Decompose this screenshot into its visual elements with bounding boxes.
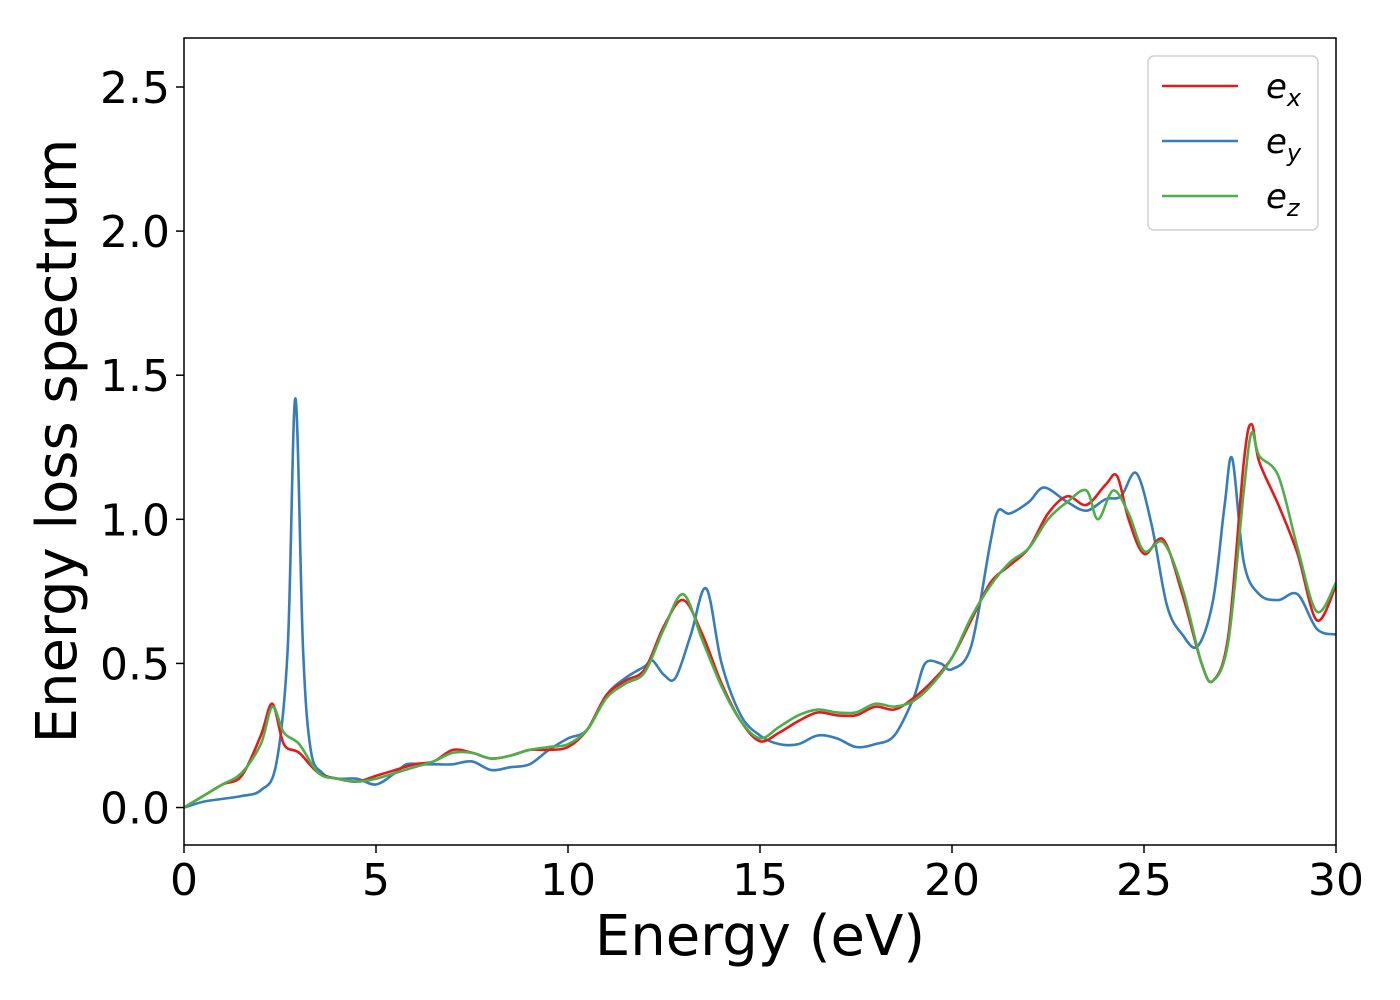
x-tick-label: 25 <box>1116 855 1172 906</box>
y-tick-label: 2.5 <box>100 63 170 114</box>
series-layer <box>184 396 1336 809</box>
x-tick-label: 20 <box>924 855 980 906</box>
x-tick-label: 0 <box>170 855 198 906</box>
legend-label-e-y: ey <box>1266 122 1302 167</box>
series-line-e-z <box>184 430 1336 809</box>
y-tick-label: 2.0 <box>100 207 170 258</box>
legend-label-base: e <box>1266 177 1287 217</box>
y-tick-label: 0.5 <box>100 639 170 690</box>
legend-label-base: e <box>1266 67 1287 107</box>
x-tick-label: 15 <box>732 855 788 906</box>
x-tick-label: 5 <box>362 855 390 906</box>
x-tick-label: 30 <box>1308 855 1364 906</box>
x-axis-ticks: 0 5 10 15 20 25 30 <box>170 845 1364 906</box>
series-line-e-x <box>184 422 1336 809</box>
legend-label-base: e <box>1266 122 1287 162</box>
y-tick-label: 1.0 <box>100 495 170 546</box>
y-tick-label: 0.0 <box>100 784 170 835</box>
legend-label-subscript: z <box>1286 194 1301 222</box>
y-axis-title: Energy loss spectrum <box>25 139 90 744</box>
legend-label-subscript: x <box>1286 84 1302 112</box>
legend-label-e-z: ez <box>1266 177 1301 222</box>
legend-label-e-x: ex <box>1266 67 1302 112</box>
y-tick-label: 1.5 <box>100 351 170 402</box>
legend-label-subscript: y <box>1286 139 1302 167</box>
x-axis-title: Energy (eV) <box>595 904 925 969</box>
series-line-e-y <box>184 396 1336 809</box>
y-axis-ticks: 0.0 0.5 1.0 1.5 2.0 2.5 <box>100 63 184 835</box>
legend-box <box>1147 55 1319 231</box>
x-tick-label: 10 <box>540 855 596 906</box>
